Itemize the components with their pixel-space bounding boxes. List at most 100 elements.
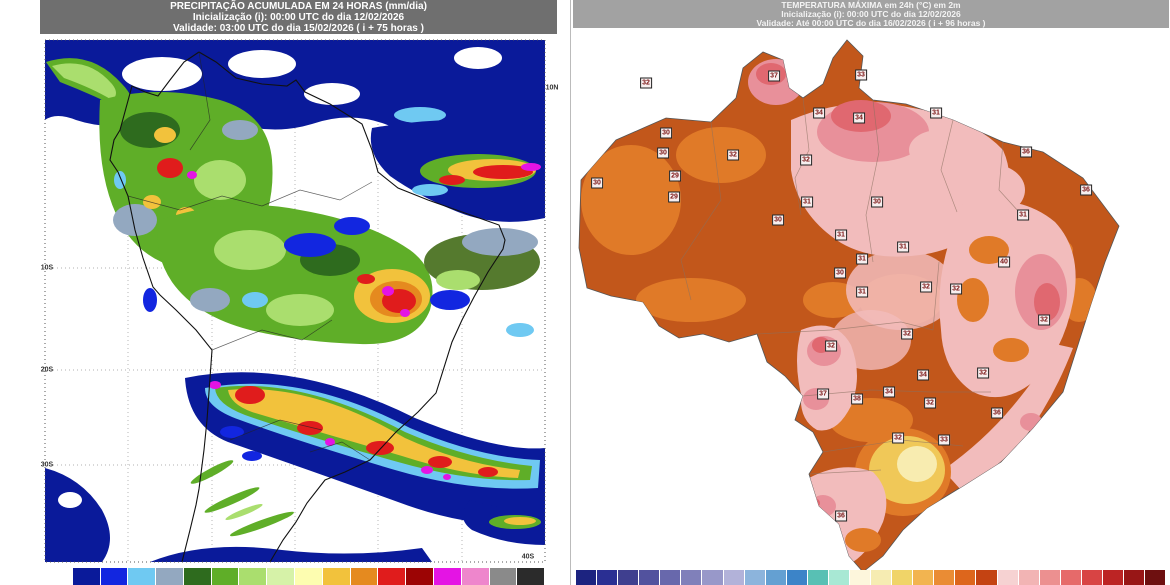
colorbar-swatch bbox=[850, 570, 872, 585]
precipitation-map bbox=[44, 39, 546, 563]
lat-label-30s: 30S bbox=[40, 461, 54, 469]
colorbar-swatch bbox=[128, 568, 157, 585]
temp-value-label: 31 bbox=[835, 229, 847, 241]
colorbar-swatch bbox=[1018, 570, 1040, 585]
precipitation-init-line: Inicialização (i): 00:00 UTC do dia 12/0… bbox=[192, 12, 405, 23]
temperature-map-panel: TEMPERATURA MÁXIMA em 24h (°C) em 2m Ini… bbox=[570, 0, 1170, 585]
colorbar-swatch bbox=[1124, 570, 1146, 585]
temp-value-label: 34 bbox=[813, 107, 825, 119]
colorbar-swatch bbox=[681, 570, 703, 585]
temp-value-label: 30 bbox=[591, 177, 603, 189]
temp-value-label: 32 bbox=[727, 149, 739, 161]
temp-value-label: 36 bbox=[1020, 146, 1032, 158]
colorbar-swatch bbox=[45, 568, 73, 585]
temp-value-label: 32 bbox=[640, 77, 652, 89]
precipitation-header: PRECIPITAÇÃO ACUMULADA EM 24 HORAS (mm/d… bbox=[40, 0, 557, 34]
temp-value-label: 32 bbox=[892, 432, 904, 444]
temperature-title: TEMPERATURA MÁXIMA em 24h (°C) em 2m bbox=[781, 0, 961, 10]
colorbar-swatch bbox=[955, 570, 977, 585]
temp-value-label: 30 bbox=[871, 196, 883, 208]
colorbar-swatch bbox=[807, 570, 829, 585]
lat-label-20s: 20S bbox=[40, 366, 54, 374]
colorbar-swatch bbox=[156, 568, 184, 585]
colorbar-swatch bbox=[1145, 570, 1167, 585]
temp-value-label: 40 bbox=[998, 256, 1010, 268]
colorbar-swatch bbox=[597, 570, 619, 585]
temp-value-label: 34 bbox=[883, 386, 895, 398]
temp-value-label: 30 bbox=[660, 127, 672, 139]
colorbar-swatch bbox=[828, 570, 851, 585]
colorbar-swatch bbox=[350, 568, 379, 585]
temp-value-label: 31 bbox=[930, 107, 942, 119]
temperature-valid-line: Validade: Até 00:00 UTC do dia 16/02/202… bbox=[756, 18, 986, 28]
temp-value-label: 37 bbox=[817, 388, 829, 400]
colorbar-swatch bbox=[1060, 570, 1082, 585]
colorbar-swatch bbox=[489, 568, 518, 585]
colorbar-swatch bbox=[702, 570, 724, 585]
temp-value-label: 32 bbox=[1038, 314, 1050, 326]
temp-value-label: 30 bbox=[772, 214, 784, 226]
colorbar-swatch bbox=[406, 568, 434, 585]
temp-value-label: 32 bbox=[920, 281, 932, 293]
lat-label-40s: 40S bbox=[521, 553, 535, 561]
colorbar-swatch bbox=[1081, 570, 1103, 585]
colorbar-swatch bbox=[997, 570, 1019, 585]
temp-value-label: 32 bbox=[825, 340, 837, 352]
colorbar-swatch bbox=[1039, 570, 1061, 585]
colorbar-swatch bbox=[892, 570, 914, 585]
temp-value-label: 33 bbox=[938, 434, 950, 446]
colorbar-swatch bbox=[744, 570, 766, 585]
colorbar-swatch bbox=[576, 570, 598, 585]
colorbar-swatch bbox=[183, 568, 212, 585]
temp-value-label: 37 bbox=[768, 70, 780, 82]
temp-value-label: 31 bbox=[801, 196, 813, 208]
temp-value-label: 34 bbox=[853, 112, 865, 124]
colorbar-swatch bbox=[976, 570, 998, 585]
precipitation-title: PRECIPITAÇÃO ACUMULADA EM 24 HORAS (mm/d… bbox=[170, 1, 427, 12]
temp-value-label: 32 bbox=[950, 283, 962, 295]
colorbar-swatch bbox=[913, 570, 935, 585]
temp-value-label: 32 bbox=[901, 328, 913, 340]
precipitation-map-panel: PRECIPITAÇÃO ACUMULADA EM 24 HORAS (mm/d… bbox=[0, 0, 559, 585]
colorbar-swatch bbox=[72, 568, 101, 585]
temp-value-label: 31 bbox=[897, 241, 909, 253]
colorbar-swatch bbox=[934, 570, 956, 585]
colorbar-swatch bbox=[461, 568, 490, 585]
colorbar-swatch bbox=[322, 568, 351, 585]
temp-value-label: 32 bbox=[977, 367, 989, 379]
temp-value-label: 29 bbox=[668, 191, 680, 203]
colorbar-swatch bbox=[765, 570, 787, 585]
colorbar-swatch bbox=[660, 570, 682, 585]
temp-value-label: 30 bbox=[834, 267, 846, 279]
temperature-header: TEMPERATURA MÁXIMA em 24h (°C) em 2m Ini… bbox=[573, 0, 1169, 28]
temp-value-label: 29 bbox=[669, 170, 681, 182]
temp-value-label: 36 bbox=[1080, 184, 1092, 196]
precipitation-valid-line: Validade: 03:00 UTC do dia 15/02/2026 ( … bbox=[173, 23, 424, 34]
temp-value-label: 36 bbox=[835, 510, 847, 522]
colorbar-swatch bbox=[1102, 570, 1125, 585]
colorbar-swatch bbox=[378, 568, 407, 585]
colorbar-swatch bbox=[517, 568, 546, 585]
colorbar-swatch bbox=[100, 568, 129, 585]
temp-value-label: 31 bbox=[856, 253, 868, 265]
temperature-init-line: Inicialização (i): 00:00 UTC do dia 12/0… bbox=[781, 9, 961, 19]
colorbar-swatch bbox=[871, 570, 893, 585]
temp-value-label: 38 bbox=[851, 393, 863, 405]
colorbar-swatch bbox=[618, 570, 640, 585]
temp-value-label: 31 bbox=[1017, 209, 1029, 221]
temp-value-label: 33 bbox=[855, 69, 867, 81]
temp-value-label: 30 bbox=[657, 147, 669, 159]
colorbar-swatch bbox=[786, 570, 808, 585]
colorbar-swatch bbox=[639, 570, 661, 585]
lat-label-10n: 10N bbox=[545, 84, 559, 92]
colorbar-swatch bbox=[723, 570, 745, 585]
temperature-map bbox=[578, 39, 1120, 573]
colorbar-swatch bbox=[211, 568, 240, 585]
temp-value-label: 34 bbox=[917, 369, 929, 381]
colorbar-swatch bbox=[239, 568, 268, 585]
precip-colorbar bbox=[45, 568, 546, 585]
temp-value-label: 31 bbox=[856, 286, 868, 298]
colorbar-swatch bbox=[295, 568, 323, 585]
temp-colorbar bbox=[576, 570, 1167, 585]
